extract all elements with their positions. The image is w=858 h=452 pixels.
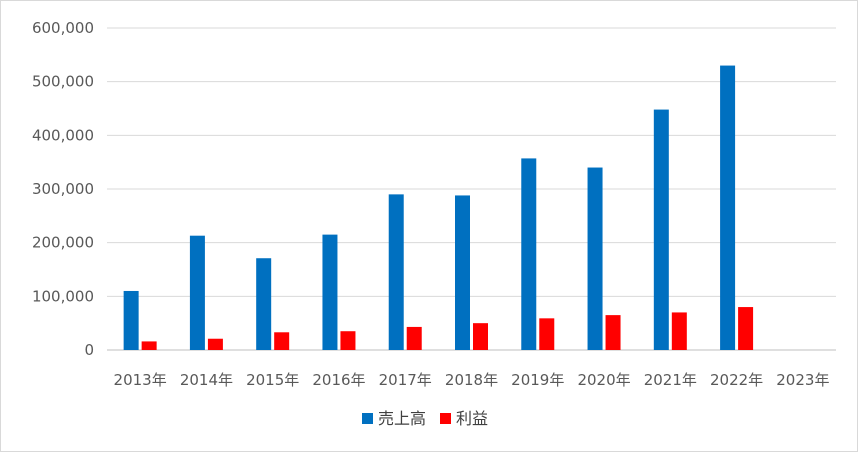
- bar-sales: [587, 167, 603, 350]
- bar-profit: [539, 318, 555, 350]
- y-tick-label: 200,000: [32, 234, 94, 252]
- y-tick-label: 400,000: [32, 126, 94, 144]
- bar-sales: [388, 194, 404, 350]
- y-tick-label: 300,000: [32, 180, 94, 198]
- y-tick-label: 500,000: [32, 73, 94, 91]
- x-tick-label: 2013年: [114, 371, 167, 389]
- bar-profit: [207, 338, 223, 350]
- bar-profit: [671, 312, 687, 350]
- x-tick-label: 2023年: [776, 371, 829, 389]
- legend: 売上高 利益: [362, 409, 488, 428]
- bar-profit: [605, 315, 621, 350]
- x-tick-label: 2022年: [710, 371, 763, 389]
- bar-sales: [653, 109, 669, 350]
- bar-profit: [340, 331, 356, 350]
- legend-swatch: [440, 413, 451, 424]
- bar-profit: [406, 326, 422, 350]
- bar-sales: [123, 290, 139, 350]
- y-tick-label: 100,000: [32, 287, 94, 305]
- x-tick-label: 2016年: [312, 371, 365, 389]
- x-tick-label: 2019年: [511, 371, 564, 389]
- bar-profit: [473, 323, 488, 350]
- bar-sales: [455, 195, 470, 350]
- x-tick-label: 2020年: [577, 371, 630, 389]
- x-tick-label: 2018年: [445, 371, 498, 389]
- bar-profit: [141, 341, 157, 350]
- y-tick-label: 600,000: [32, 19, 94, 37]
- gridlines: [107, 27, 836, 351]
- bar-sales: [189, 235, 205, 350]
- bar-sales: [322, 234, 338, 350]
- bars: [123, 65, 754, 351]
- bar-sales: [256, 258, 272, 350]
- bar-profit: [738, 307, 754, 350]
- x-tick-label: 2015年: [246, 371, 299, 389]
- x-axis-labels: 2013年 2014年 2015年 2016年 2017年 2018年 2019年 2020年…: [114, 371, 830, 389]
- x-tick-label: 2017年: [379, 371, 432, 389]
- legend-label: 売上高: [378, 409, 426, 428]
- bar-sales: [720, 65, 736, 351]
- legend-swatch: [362, 413, 373, 424]
- y-tick-label: 0: [84, 341, 94, 359]
- y-axis-labels: 0 100,000 200,000 300,000 400,000 500,000 600,…: [32, 19, 94, 359]
- bar-sales: [521, 158, 537, 350]
- legend-label: 利益: [456, 409, 488, 428]
- bar-profit: [274, 332, 290, 350]
- x-tick-label: 2021年: [644, 371, 697, 389]
- x-tick-label: 2014年: [180, 371, 233, 389]
